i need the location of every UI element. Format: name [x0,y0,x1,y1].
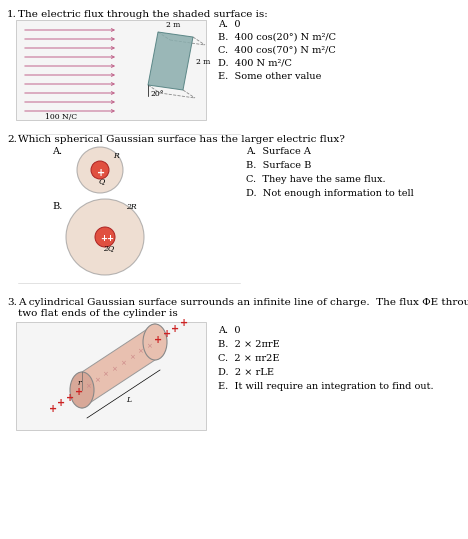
Text: 2 m: 2 m [196,58,211,66]
Ellipse shape [70,372,94,408]
Text: 2Q: 2Q [103,244,114,252]
Text: A.  Surface A: A. Surface A [246,147,311,156]
Text: +: + [58,398,66,409]
Text: +: + [97,168,105,178]
Ellipse shape [66,199,144,275]
Text: E.  Some other value: E. Some other value [218,72,322,81]
Bar [16,20,206,120]
Text: +: + [49,404,57,414]
Text: The electric flux through the shaded surface is:: The electric flux through the shaded sur… [18,10,268,19]
Text: C.  400 cos(70°) N m²/C: C. 400 cos(70°) N m²/C [218,46,336,55]
Text: A.  0: A. 0 [218,20,241,29]
Bar [16,322,206,430]
Text: +: + [163,329,171,339]
Text: ×: × [129,354,135,361]
Text: C.  They have the same flux.: C. They have the same flux. [246,175,386,184]
Text: 3.: 3. [7,298,17,307]
Ellipse shape [95,227,115,247]
Polygon shape [148,32,193,90]
Text: ×: × [85,383,91,389]
Text: E.  It will require an integration to find out.: E. It will require an integration to fin… [218,382,434,391]
Text: 100 N/C: 100 N/C [45,113,77,121]
Text: ×: × [94,377,100,383]
Text: ×: × [102,372,108,378]
Text: r: r [77,379,81,387]
Text: +: + [180,318,188,328]
Text: two flat ends of the cylinder is: two flat ends of the cylinder is [18,309,178,318]
Text: B.  Surface B: B. Surface B [246,161,311,170]
Text: ×: × [138,349,143,355]
Text: Which spherical Gaussian surface has the larger electric flux?: Which spherical Gaussian surface has the… [18,135,345,144]
Text: ++: ++ [100,234,114,243]
Text: L: L [126,396,131,404]
Text: A.  0: A. 0 [218,326,241,335]
Text: B.: B. [52,202,62,211]
Text: 20°: 20° [150,90,164,98]
Text: D.  400 N m²/C: D. 400 N m²/C [218,59,292,68]
Text: ×: × [111,366,117,372]
Text: D.  Not enough information to tell: D. Not enough information to tell [246,189,414,198]
Text: 2R: 2R [126,203,137,211]
Ellipse shape [91,161,109,179]
Text: D.  2 × rLE: D. 2 × rLE [218,368,274,377]
Text: B.  400 cos(20°) N m²/C: B. 400 cos(20°) N m²/C [218,33,336,42]
Text: ×: × [146,343,152,349]
Text: +: + [154,335,162,345]
Text: +: + [66,393,74,403]
Ellipse shape [143,324,167,360]
Text: B.  2 × 2πrE: B. 2 × 2πrE [218,340,280,349]
Text: +: + [75,387,83,397]
Text: A cylindrical Gaussian surface surrounds an infinite line of charge.  The flux Φ: A cylindrical Gaussian surface surrounds… [18,298,468,307]
Text: +: + [171,323,180,334]
Text: R: R [113,152,119,160]
Text: A.: A. [52,147,62,156]
Polygon shape [82,324,155,408]
Text: ×: × [120,360,126,366]
Text: 2 m: 2 m [166,21,180,29]
Text: Q: Q [99,177,105,185]
Text: C.  2 × πr2E: C. 2 × πr2E [218,354,279,363]
Text: 1.: 1. [7,10,17,19]
Text: 2.: 2. [7,135,17,144]
Ellipse shape [77,147,123,193]
